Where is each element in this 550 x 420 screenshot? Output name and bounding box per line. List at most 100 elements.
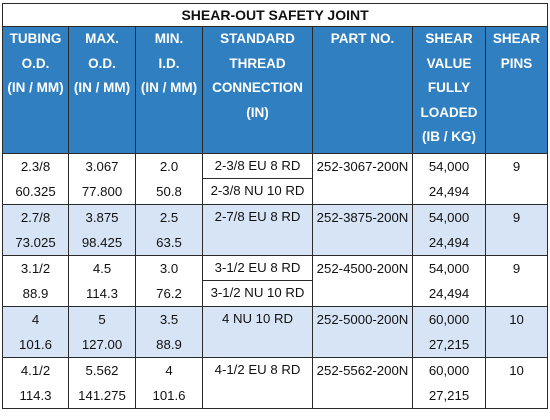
table-row: 2.3/8 60.325 3.067 77.800 2.0 50.8 2-3/8 EU 8 …: [2, 153, 549, 205]
part-no-cell: 252-5000-200N: [312, 306, 413, 358]
table-body: 2.3/8 60.325 3.067 77.800 2.0 50.8 2-3/8 EU 8 …: [2, 153, 549, 409]
shear-value-cell-value: 27,215: [428, 388, 470, 403]
table-row: 4.1/2 114.3 5.562 141.275 4 101.6 4-1/2 EU 8 R…: [2, 357, 549, 409]
header-line: THREAD: [229, 55, 286, 71]
part-no-cell: 252-3067-200N: [312, 153, 413, 205]
shear-value-cell: 60,000 27,215: [412, 306, 486, 358]
tubing-od-cell: 4.1/2 114.3: [2, 357, 69, 409]
min-id-cell-value: 2.5: [159, 210, 179, 225]
min-id-cell-value: 4: [165, 363, 173, 378]
header-line: (IN / MM): [73, 80, 131, 95]
max-od-cell-value: 141.275: [78, 388, 126, 403]
tubing-od-cell-value: 88.9: [22, 286, 49, 301]
max-od-cell: 3.067 77.800: [68, 153, 136, 205]
max-od-cell: 5 127.00: [68, 306, 136, 358]
shear-out-safety-joint-table: SHEAR-OUT SAFETY JOINT TUBING O.D. (IN / M…: [1, 3, 549, 409]
header-line: CONNECTION: [212, 80, 303, 95]
shear-pins-cell-value: 9: [512, 159, 521, 174]
min-id-header: MIN. I.D. (IN / MM): [135, 26, 203, 154]
min-id-cell-value: 3.5: [159, 312, 179, 327]
shear-value-cell-value: 54,000: [428, 210, 470, 225]
header-line: SHEAR: [492, 31, 541, 46]
tubing-od-cell-value: 4.1/2: [20, 363, 51, 378]
part-no-cell-value: 252-3067-200N: [316, 159, 409, 174]
tubing-od-cell: 2.7/8 73.025: [2, 204, 69, 256]
header-row: TUBING O.D. (IN / MM) MAX. O.D. (IN / MM) MIN.…: [2, 26, 549, 154]
thread-connection-cell: 3-1/2 EU 8 RD 3-1/2 NU 10 RD: [202, 255, 313, 307]
min-id-cell: 2.5 63.5: [135, 204, 203, 256]
shear-value-header: SHEAR VALUE FULLY LOADED (IB / KG): [412, 26, 486, 154]
header-line: TUBING: [9, 31, 62, 46]
shear-value-cell-value: 54,000: [428, 261, 470, 276]
thread-connection-value: 2-7/8 EU 8 RD: [214, 209, 301, 224]
header-line: (IN / MM): [7, 80, 64, 95]
thread-connection-value: 3-1/2 NU 10 RD: [203, 280, 312, 305]
part-no-cell: 252-3875-200N: [312, 204, 413, 256]
shear-pins-header: SHEAR PINS: [484, 26, 549, 154]
part-no-cell: 252-5562-200N: [312, 357, 413, 409]
shear-value-cell-value: 27,215: [428, 337, 470, 352]
min-id-cell: 3.0 76.2: [135, 255, 203, 307]
max-od-header: MAX. O.D. (IN / MM): [68, 26, 136, 154]
part-no-cell-value: 252-5562-200N: [316, 363, 409, 378]
shear-value-cell: 54,000 24,494: [412, 204, 486, 256]
min-id-cell-value: 101.6: [152, 388, 186, 403]
part-no-cell-value: 252-5000-200N: [316, 312, 409, 327]
min-id-cell: 4 101.6: [135, 357, 203, 409]
min-id-cell: 3.5 88.9: [135, 306, 203, 358]
min-id-cell-value: 3.0: [159, 261, 179, 276]
tubing-od-cell: 2.3/8 60.325: [2, 153, 69, 205]
shear-pins-cell: 10: [484, 357, 549, 409]
min-id-cell-value: 50.8: [156, 184, 182, 199]
tubing-od-cell-value: 60.325: [15, 184, 56, 199]
thread-connection-cell: 4-1/2 EU 8 RD: [202, 357, 313, 409]
part-no-cell: 252-4500-200N: [312, 255, 413, 307]
thread-connection-value: 3-1/2 EU 8 RD: [214, 260, 301, 275]
tubing-od-cell-value: 2.7/8: [20, 210, 51, 225]
header-line: FULLY: [427, 80, 471, 95]
thread-connection-value: 2-3/8 EU 8 RD: [214, 158, 301, 173]
header-line: MIN.: [154, 31, 184, 46]
shear-pins-cell-value: 9: [512, 210, 521, 225]
min-id-cell: 2.0 50.8: [135, 153, 203, 205]
tubing-od-cell-value: 2.3/8: [20, 159, 51, 174]
shear-value-cell: 60,000 27,215: [412, 357, 486, 409]
thread-connection-value: 2-3/8 NU 10 RD: [203, 178, 312, 203]
thread-connection-cell: 4 NU 10 RD: [202, 306, 313, 358]
header-line: (IN / MM): [140, 80, 198, 95]
header-line: PINS: [500, 55, 533, 71]
header-line: SHEAR: [425, 31, 473, 46]
shear-pins-cell: 9: [484, 204, 549, 256]
header-line: LOADED: [420, 104, 478, 120]
thread-connection-value: 4 NU 10 RD: [221, 311, 294, 326]
header-line: VALUE: [426, 55, 472, 71]
part-no-header: PART NO.: [312, 26, 413, 154]
header-line: (IN): [246, 104, 269, 120]
min-id-cell-value: 76.2: [156, 286, 182, 301]
table-row: 2.7/8 73.025 3.875 98.425 2.5 63.5 2-7/8 EU 8 …: [2, 204, 549, 256]
thread-connection-value: 4-1/2 EU 8 RD: [214, 362, 301, 377]
tubing-od-cell: 3.1/2 88.9: [2, 255, 69, 307]
part-no-cell-value: 252-4500-200N: [316, 261, 409, 276]
part-no-cell-value: 252-3875-200N: [316, 210, 409, 225]
header-line: STANDARD: [220, 31, 295, 46]
header-line: MAX.: [85, 31, 119, 46]
thread-connection-header: STANDARD THREAD CONNECTION (IN): [202, 26, 313, 154]
table-row: 4 101.6 5 127.00 3.5 88.9 4 NU 10 RD 252-5000-2…: [2, 306, 549, 358]
tubing-od-cell-value: 73.025: [15, 235, 56, 250]
tubing-od-cell: 4 101.6: [2, 306, 69, 358]
shear-value-cell-value: 60,000: [428, 363, 470, 378]
tubing-od-header: TUBING O.D. (IN / MM): [2, 26, 69, 154]
max-od-cell-value: 98.425: [81, 235, 123, 250]
shear-value-cell-value: 24,494: [428, 184, 470, 199]
max-od-cell: 4.5 114.3: [68, 255, 136, 307]
tubing-od-cell-value: 114.3: [19, 388, 52, 403]
max-od-cell-value: 3.067: [85, 159, 119, 174]
max-od-cell-value: 114.3: [85, 286, 119, 301]
shear-value-cell-value: 54,000: [428, 159, 470, 174]
table-row: 3.1/2 88.9 4.5 114.3 3.0 76.2 3-1/2 EU 8 RD 3-1…: [2, 255, 549, 307]
shear-value-cell-value: 60,000: [428, 312, 470, 327]
header-line: O.D.: [21, 55, 50, 71]
min-id-cell-value: 2.0: [159, 159, 179, 174]
shear-value-cell-value: 24,494: [428, 286, 470, 301]
